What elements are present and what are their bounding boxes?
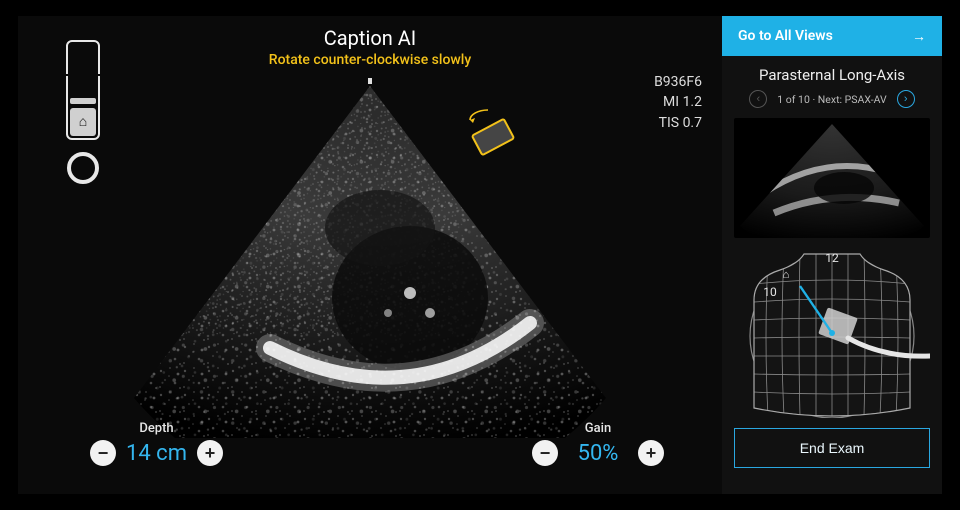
gain-decrease-button[interactable]: − xyxy=(532,440,558,466)
depth-label: Depth xyxy=(139,421,173,436)
home-icon: ⌂ xyxy=(70,113,96,130)
app-title: Caption AI xyxy=(18,26,722,50)
scan-metadata: B936F6 MI 1.2 TIS 0.7 xyxy=(654,72,702,133)
meta-id: B936F6 xyxy=(654,72,702,92)
depth-value: 14 cm xyxy=(126,441,187,466)
sidebar: Go to All Views → Parasternal Long-Axis … xyxy=(722,16,942,494)
ultrasound-sector xyxy=(110,78,630,438)
record-button[interactable] xyxy=(67,152,99,184)
go-to-all-views-button[interactable]: Go to All Views → xyxy=(722,16,942,56)
end-exam-button[interactable]: End Exam xyxy=(734,428,930,468)
meta-mi: MI 1.2 xyxy=(654,92,702,112)
prev-view-button[interactable]: ‹ xyxy=(749,90,767,108)
gain-increase-button[interactable]: + xyxy=(638,440,664,466)
arrow-right-icon: → xyxy=(912,28,926,45)
probe-position-indicator: ⌂ xyxy=(66,40,100,140)
current-view-name: Parasternal Long-Axis xyxy=(722,66,942,84)
next-view-button[interactable]: › xyxy=(897,90,915,108)
guidance-text: Rotate counter-clockwise slowly xyxy=(18,52,722,68)
view-progress-text: 1 of 10 · Next: PSAX-AV xyxy=(777,93,886,106)
gain-label: Gain xyxy=(585,421,611,436)
meta-tis: TIS 0.7 xyxy=(654,113,702,133)
svg-text:10: 10 xyxy=(763,285,777,299)
svg-text:⌂: ⌂ xyxy=(783,268,790,281)
depth-control: Depth − 14 cm + xyxy=(90,421,223,466)
depth-increase-button[interactable]: + xyxy=(197,440,223,466)
rotation-indicator-icon xyxy=(458,104,528,164)
go-to-all-views-label: Go to All Views xyxy=(738,28,833,44)
main-scan-area: Caption AI Rotate counter-clockwise slow… xyxy=(18,16,722,494)
torso-probe-diagram: 12 10 ⌂ xyxy=(734,248,930,418)
reference-view-thumbnail xyxy=(734,118,930,238)
svg-text:12: 12 xyxy=(825,251,839,265)
gain-value: 50% xyxy=(568,441,628,466)
gain-control: Gain − 50% + xyxy=(532,421,664,466)
depth-decrease-button[interactable]: − xyxy=(90,440,116,466)
